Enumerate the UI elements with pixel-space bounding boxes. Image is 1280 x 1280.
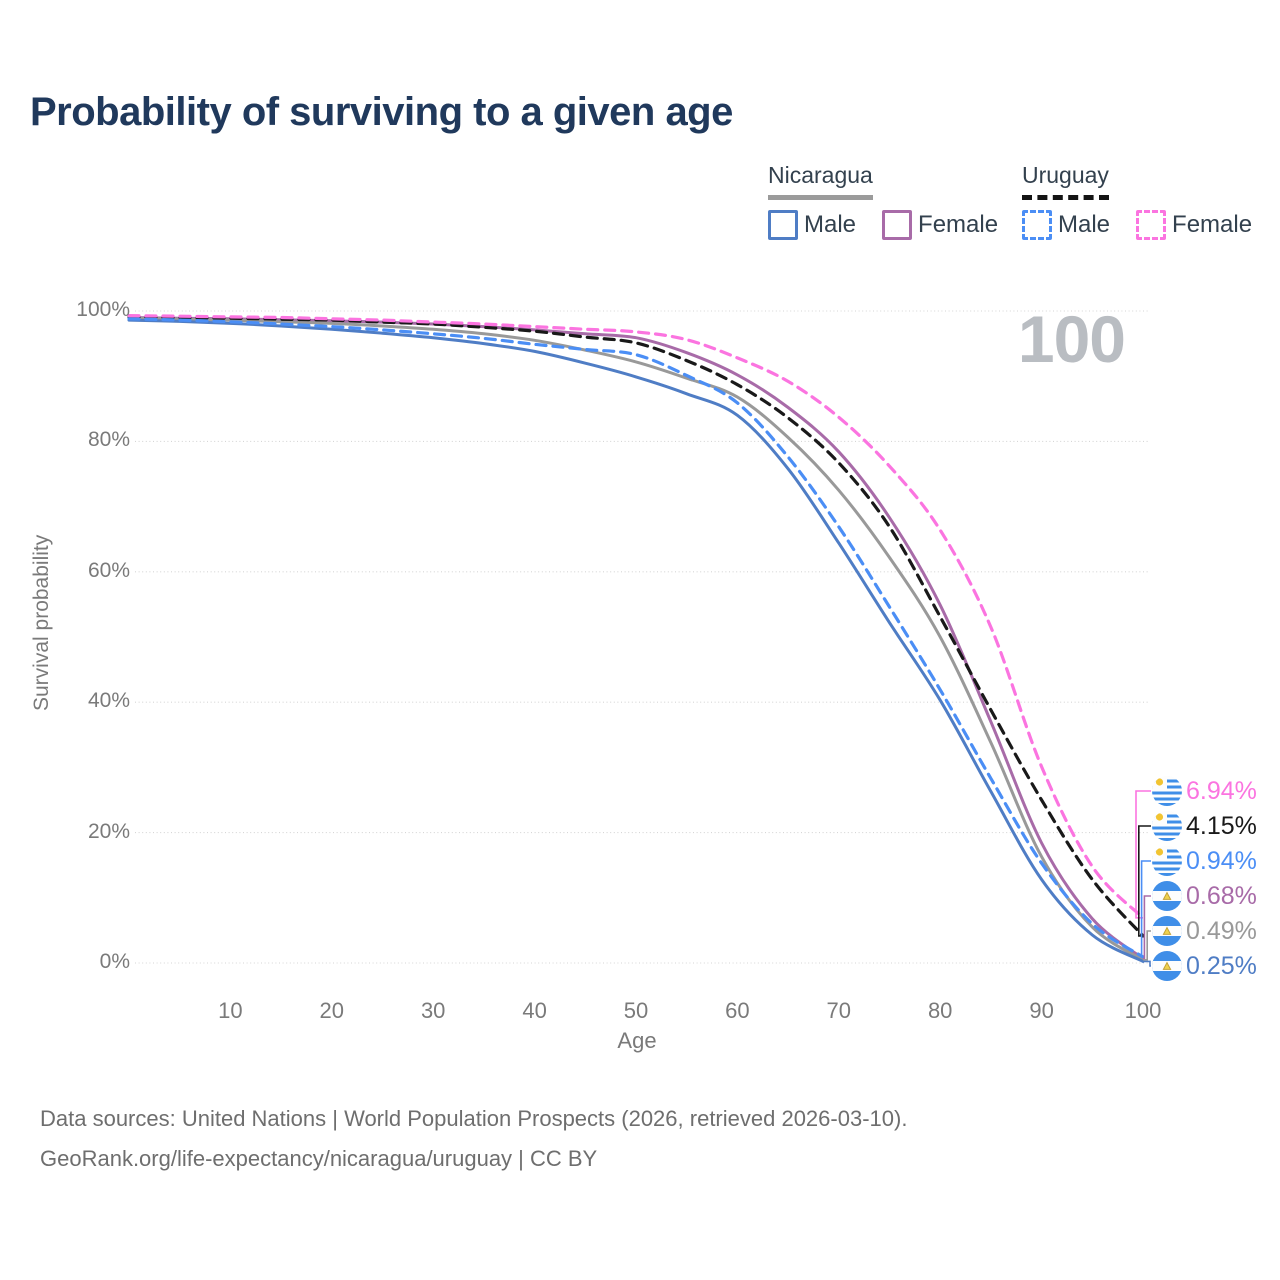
endpoint-value: 6.94% <box>1186 776 1257 805</box>
series-line-uruguay-male[interactable] <box>127 317 1145 959</box>
legend-header-nicaragua[interactable]: Nicaragua <box>768 162 873 200</box>
legend-header-uruguay[interactable]: Uruguay <box>1022 162 1109 200</box>
x-tick-label-30: 30 <box>420 998 446 1023</box>
endpoint-value: 0.68% <box>1186 881 1257 910</box>
x-tick-label-20: 20 <box>319 998 345 1023</box>
legend-item-nicaragua-male[interactable]: Male <box>768 210 856 240</box>
uruguay-flag-icon <box>1152 811 1182 841</box>
legend-group-uruguay: Uruguay Male Female <box>1022 162 1252 240</box>
y-tick-label-0: 0% <box>99 950 130 973</box>
endpoint-uruguay-total: 4.15% <box>1152 811 1257 841</box>
uruguay-female-swatch-icon <box>1136 210 1167 240</box>
nicaragua-female-swatch-icon <box>882 210 913 240</box>
x-tick-label-70: 70 <box>826 998 852 1023</box>
series-line-nicaragua-female[interactable] <box>127 316 1145 961</box>
endpoint-uruguay-female: 6.94% <box>1152 776 1257 806</box>
series-line-nicaragua-both[interactable] <box>127 316 1145 962</box>
attribution-text: GeoRank.org/life-expectancy/nicaragua/ur… <box>40 1146 598 1171</box>
endpoint-connector-line <box>1143 895 1151 960</box>
legend-item-label: Male <box>804 211 857 238</box>
endpoint-uruguay-male: 0.94% <box>1152 846 1257 876</box>
legend-item-label: Female <box>918 211 999 238</box>
y-tick-label-20: 20% <box>87 819 130 843</box>
legend-item-uruguay-male[interactable]: Male <box>1022 210 1110 240</box>
x-tick-label-100: 100 <box>1124 998 1162 1023</box>
nicaragua-flag-icon <box>1152 951 1182 981</box>
endpoint-nicaragua-female: 0.68% <box>1152 881 1257 911</box>
endpoint-value: 0.49% <box>1186 916 1257 945</box>
legend-item-nicaragua-female[interactable]: Female <box>882 210 998 240</box>
y-tick-label-40: 40% <box>87 689 130 713</box>
series-line-uruguay-female[interactable] <box>127 314 1145 920</box>
data-sources-text: Data sources: United Nations | World Pop… <box>40 1106 908 1131</box>
legend-item-label: Female <box>1172 211 1253 238</box>
x-tick-label-60: 60 <box>725 998 750 1023</box>
series-line-nicaragua-male[interactable] <box>127 318 1145 963</box>
legend-group-nicaragua: Nicaragua Male Female <box>768 162 998 240</box>
y-tick-label-60: 60% <box>87 558 130 582</box>
page-title: Probability of surviving to a given age <box>30 90 733 134</box>
hovered-age-watermark: 100 <box>1017 302 1126 376</box>
endpoint-value: 4.15% <box>1186 811 1257 840</box>
x-tick-label-50: 50 <box>623 998 649 1023</box>
uruguay-flag-icon <box>1152 776 1182 806</box>
nicaragua-flag-icon <box>1152 916 1182 946</box>
endpoint-connector-line <box>1135 790 1151 919</box>
legend-item-uruguay-female[interactable]: Female <box>1136 210 1252 240</box>
endpoint-connector-line <box>1140 860 1151 958</box>
x-tick-label-90: 90 <box>1029 998 1054 1023</box>
endpoint-value: 0.25% <box>1186 951 1257 980</box>
y-tick-label-100: 100% <box>76 298 130 321</box>
endpoint-nicaragua-male: 0.25% <box>1152 951 1257 981</box>
endpoint-nicaragua-total: 0.49% <box>1152 916 1257 946</box>
nicaragua-flag-icon <box>1152 881 1182 911</box>
series-line-uruguay-both[interactable] <box>127 315 1145 938</box>
uruguay-flag-icon <box>1152 846 1182 876</box>
nicaragua-male-swatch-icon <box>768 210 798 240</box>
x-axis-title: Age <box>617 1028 657 1053</box>
x-tick-label-10: 10 <box>218 998 243 1023</box>
endpoint-value: 0.94% <box>1186 846 1257 875</box>
uruguay-male-swatch-icon <box>1022 210 1052 240</box>
y-tick-label-80: 80% <box>87 428 130 452</box>
legend-item-label: Male <box>1058 211 1111 238</box>
x-tick-label-80: 80 <box>927 998 953 1023</box>
endpoint-connector-line <box>1138 825 1151 937</box>
x-tick-label-40: 40 <box>522 998 547 1023</box>
